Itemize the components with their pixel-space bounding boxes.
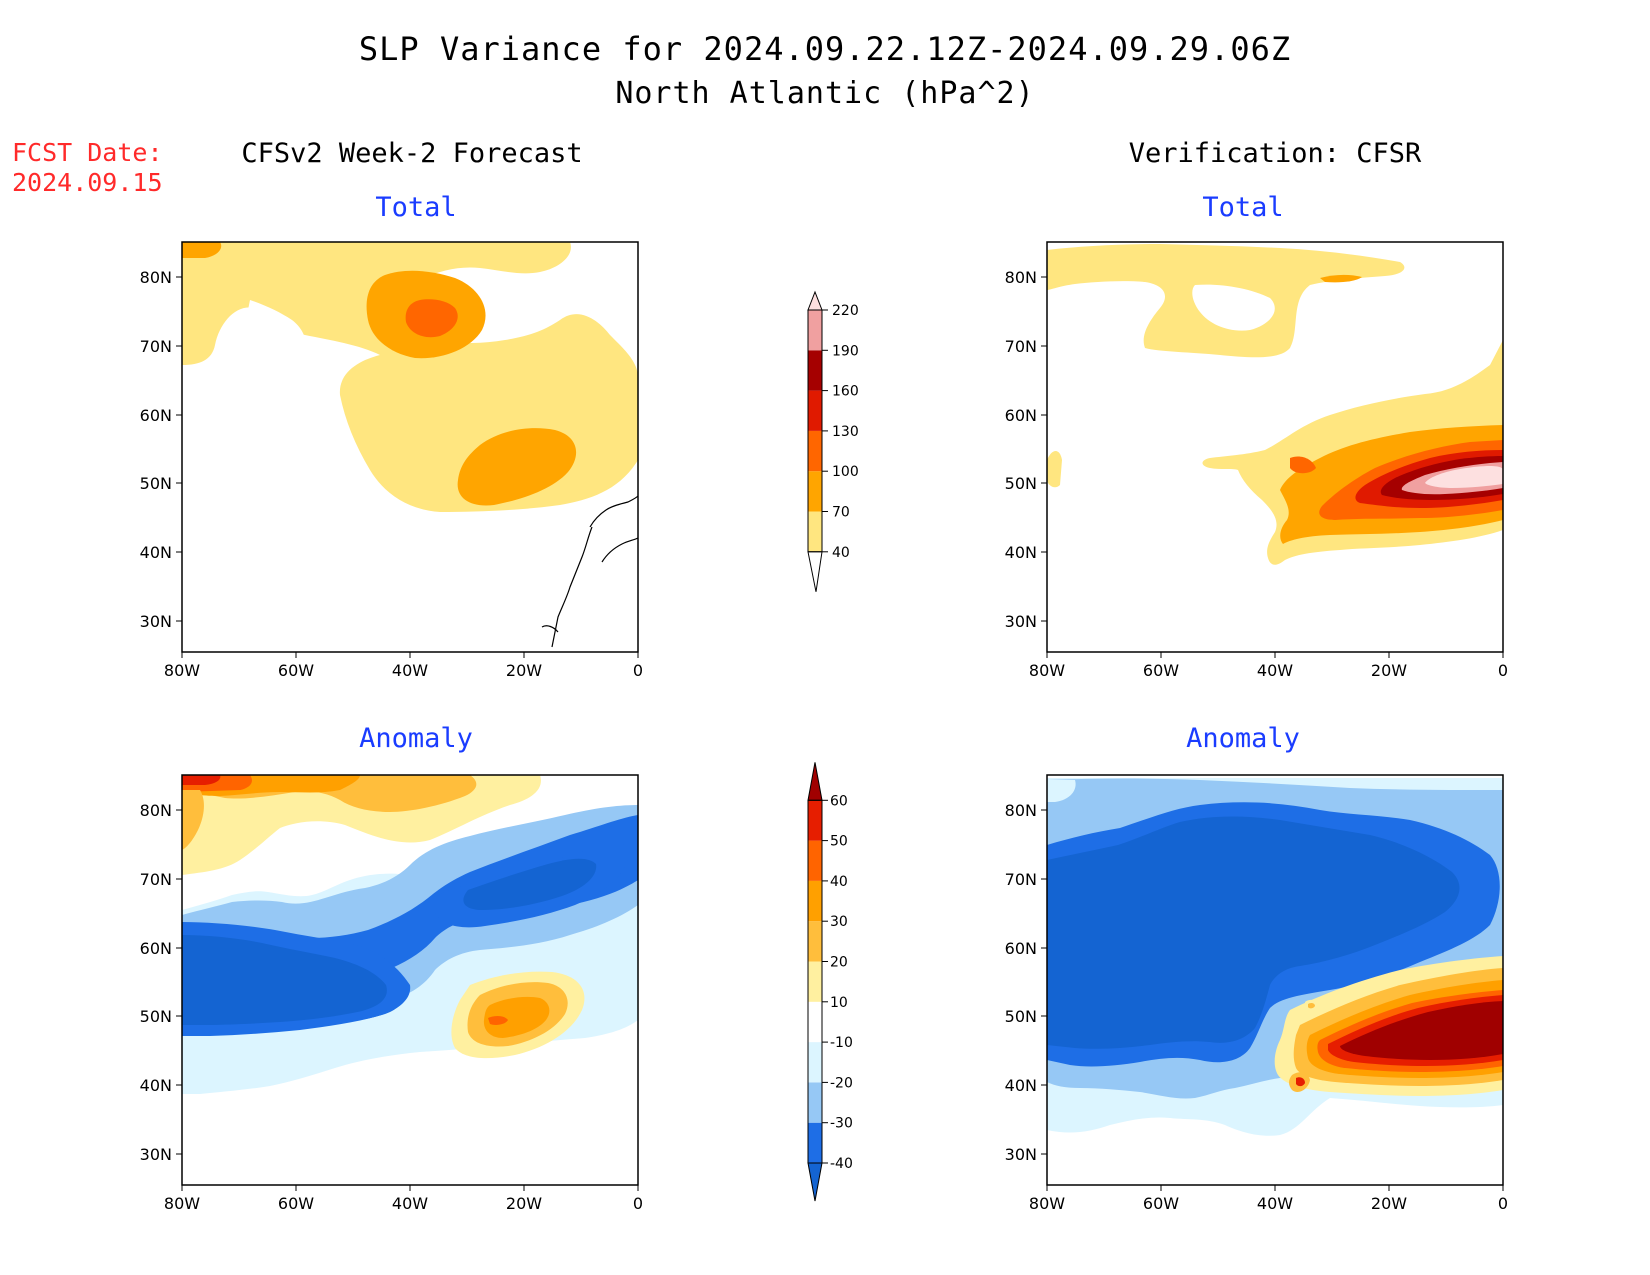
lat-label: 40N	[1005, 543, 1037, 562]
colorbar-anomaly-label: 40	[830, 874, 848, 890]
colorbar-anomaly-label: -10	[830, 1035, 853, 1051]
colorbar-anomaly-label: 50	[830, 834, 848, 850]
colorbar-anomaly-label: 60	[830, 793, 848, 809]
lon-label: 40W	[1257, 661, 1293, 680]
colorbar-anomaly-bottom-tip	[807, 1162, 823, 1202]
lat-label: 30N	[140, 612, 172, 631]
lon-label: 0	[1498, 1194, 1508, 1213]
colorbar-total-label: 100	[832, 464, 859, 480]
colorbar-total-box	[808, 511, 822, 552]
colorbar-total-top-tip	[807, 290, 823, 311]
lon-label: 20W	[1371, 661, 1407, 680]
colorbar-anomaly-label: -40	[830, 1156, 853, 1172]
colorbar-anomaly-label: 20	[830, 955, 848, 971]
colorbar-anomaly-label: 30	[830, 914, 848, 930]
colorbar-total-box	[808, 390, 822, 431]
lat-label: 40N	[140, 543, 172, 562]
lat-label: 80N	[140, 268, 172, 287]
colorbar-anomaly-box	[808, 1001, 822, 1043]
lat-label: 70N	[140, 337, 172, 356]
main-subtitle: North Atlantic (hPa^2)	[615, 76, 1035, 111]
lon-label: 80W	[1029, 661, 1065, 680]
colorbar-total-bottom-tip	[807, 551, 823, 592]
lat-label: 80N	[1005, 268, 1037, 287]
colorbar-total-label: 70	[832, 505, 850, 521]
lat-label: 70N	[140, 870, 172, 889]
colorbar-anomaly-box	[808, 880, 822, 922]
lon-label: 0	[1498, 661, 1508, 680]
lat-label: 80N	[140, 801, 172, 820]
lat-label: 50N	[140, 1007, 172, 1026]
colorbar-anomaly-box	[808, 1082, 822, 1123]
colorbar-anomaly-frame	[807, 799, 823, 1164]
lat-label: 50N	[140, 474, 172, 493]
colorbar-total-label: 160	[832, 384, 859, 400]
lon-label: 60W	[1143, 661, 1179, 680]
forecast-total-map	[181, 241, 639, 653]
colorbar-anomaly-box	[808, 961, 822, 1002]
left-column-title: CFSv2 Week-2 Forecast	[241, 138, 583, 169]
forecast-anomaly-title: Anomaly	[359, 723, 473, 754]
lon-label: 20W	[506, 1194, 542, 1213]
lon-label: 20W	[1371, 1194, 1407, 1213]
lat-label: 40N	[140, 1076, 172, 1095]
lat-label: 70N	[1005, 870, 1037, 889]
colorbar-total-label: 190	[832, 343, 859, 359]
lon-label: 80W	[164, 661, 200, 680]
lon-label: 60W	[1143, 1194, 1179, 1213]
colorbar-total-label: 40	[832, 545, 850, 561]
lon-label: 20W	[506, 661, 542, 680]
lon-label: 40W	[1257, 1194, 1293, 1213]
colorbar-anomaly-label: 10	[830, 995, 848, 1011]
colorbar-total-box	[808, 471, 822, 512]
lat-label: 50N	[1005, 1007, 1037, 1026]
colorbar-total-box	[808, 430, 822, 472]
verification-total-title: Total	[1202, 192, 1284, 223]
right-column-title: Verification: CFSR	[1128, 138, 1422, 169]
colorbar-anomaly-top-tip	[807, 762, 823, 801]
verification-total-map	[1046, 241, 1504, 653]
lat-label: 40N	[1005, 1076, 1037, 1095]
lon-label: 60W	[278, 661, 314, 680]
lat-label: 60N	[1005, 939, 1037, 958]
colorbar-anomaly-box	[808, 840, 822, 881]
lat-label: 50N	[1005, 474, 1037, 493]
verification-anomaly-title: Anomaly	[1186, 723, 1300, 754]
lat-label: 80N	[1005, 801, 1037, 820]
fcst-date-value: 2024.09.15	[12, 168, 163, 197]
colorbar-anomaly-box	[808, 1122, 822, 1163]
verification-anomaly-map	[1046, 774, 1504, 1186]
colorbar-total-box	[808, 350, 822, 391]
lon-label: 0	[633, 1194, 643, 1213]
colorbar-total: 40 70 100 130 160 190 220	[807, 290, 859, 592]
lon-label: 80W	[164, 1194, 200, 1213]
lon-label: 0	[633, 661, 643, 680]
lon-label: 60W	[278, 1194, 314, 1213]
lon-label: 40W	[392, 1194, 428, 1213]
forecast-anomaly-map	[181, 774, 639, 1186]
lat-label: 60N	[1005, 406, 1037, 425]
lat-label: 60N	[140, 939, 172, 958]
forecast-total-title: Total	[375, 192, 457, 223]
colorbar-anomaly-box	[808, 921, 822, 962]
fcst-date-label: FCST Date:	[12, 138, 163, 167]
lon-label: 40W	[392, 661, 428, 680]
lat-label: 60N	[140, 406, 172, 425]
colorbar-anomaly-box	[808, 800, 822, 841]
lat-label: 30N	[1005, 1145, 1037, 1164]
colorbar-anomaly-label: -20	[830, 1075, 853, 1091]
lon-label: 80W	[1029, 1194, 1065, 1213]
axis-labels: 80N 70N 60N 50N 40N 30N 80W 60W 40W 20W 0 80N 70N 60N…	[140, 268, 1508, 1213]
colorbar-total-label: 220	[832, 303, 859, 319]
colorbar-total-box	[808, 310, 822, 351]
lat-label: 30N	[140, 1145, 172, 1164]
lat-label: 30N	[1005, 612, 1037, 631]
lat-label: 70N	[1005, 337, 1037, 356]
colorbar-anomaly: -40 -30 -20 -10 10 20 30 40 50 60	[807, 762, 853, 1202]
colorbar-anomaly-label: -30	[830, 1116, 853, 1132]
main-title: SLP Variance for 2024.09.22.12Z-2024.09.…	[358, 30, 1292, 68]
colorbar-anomaly-box	[808, 1042, 822, 1083]
colorbar-total-label: 130	[832, 424, 859, 440]
